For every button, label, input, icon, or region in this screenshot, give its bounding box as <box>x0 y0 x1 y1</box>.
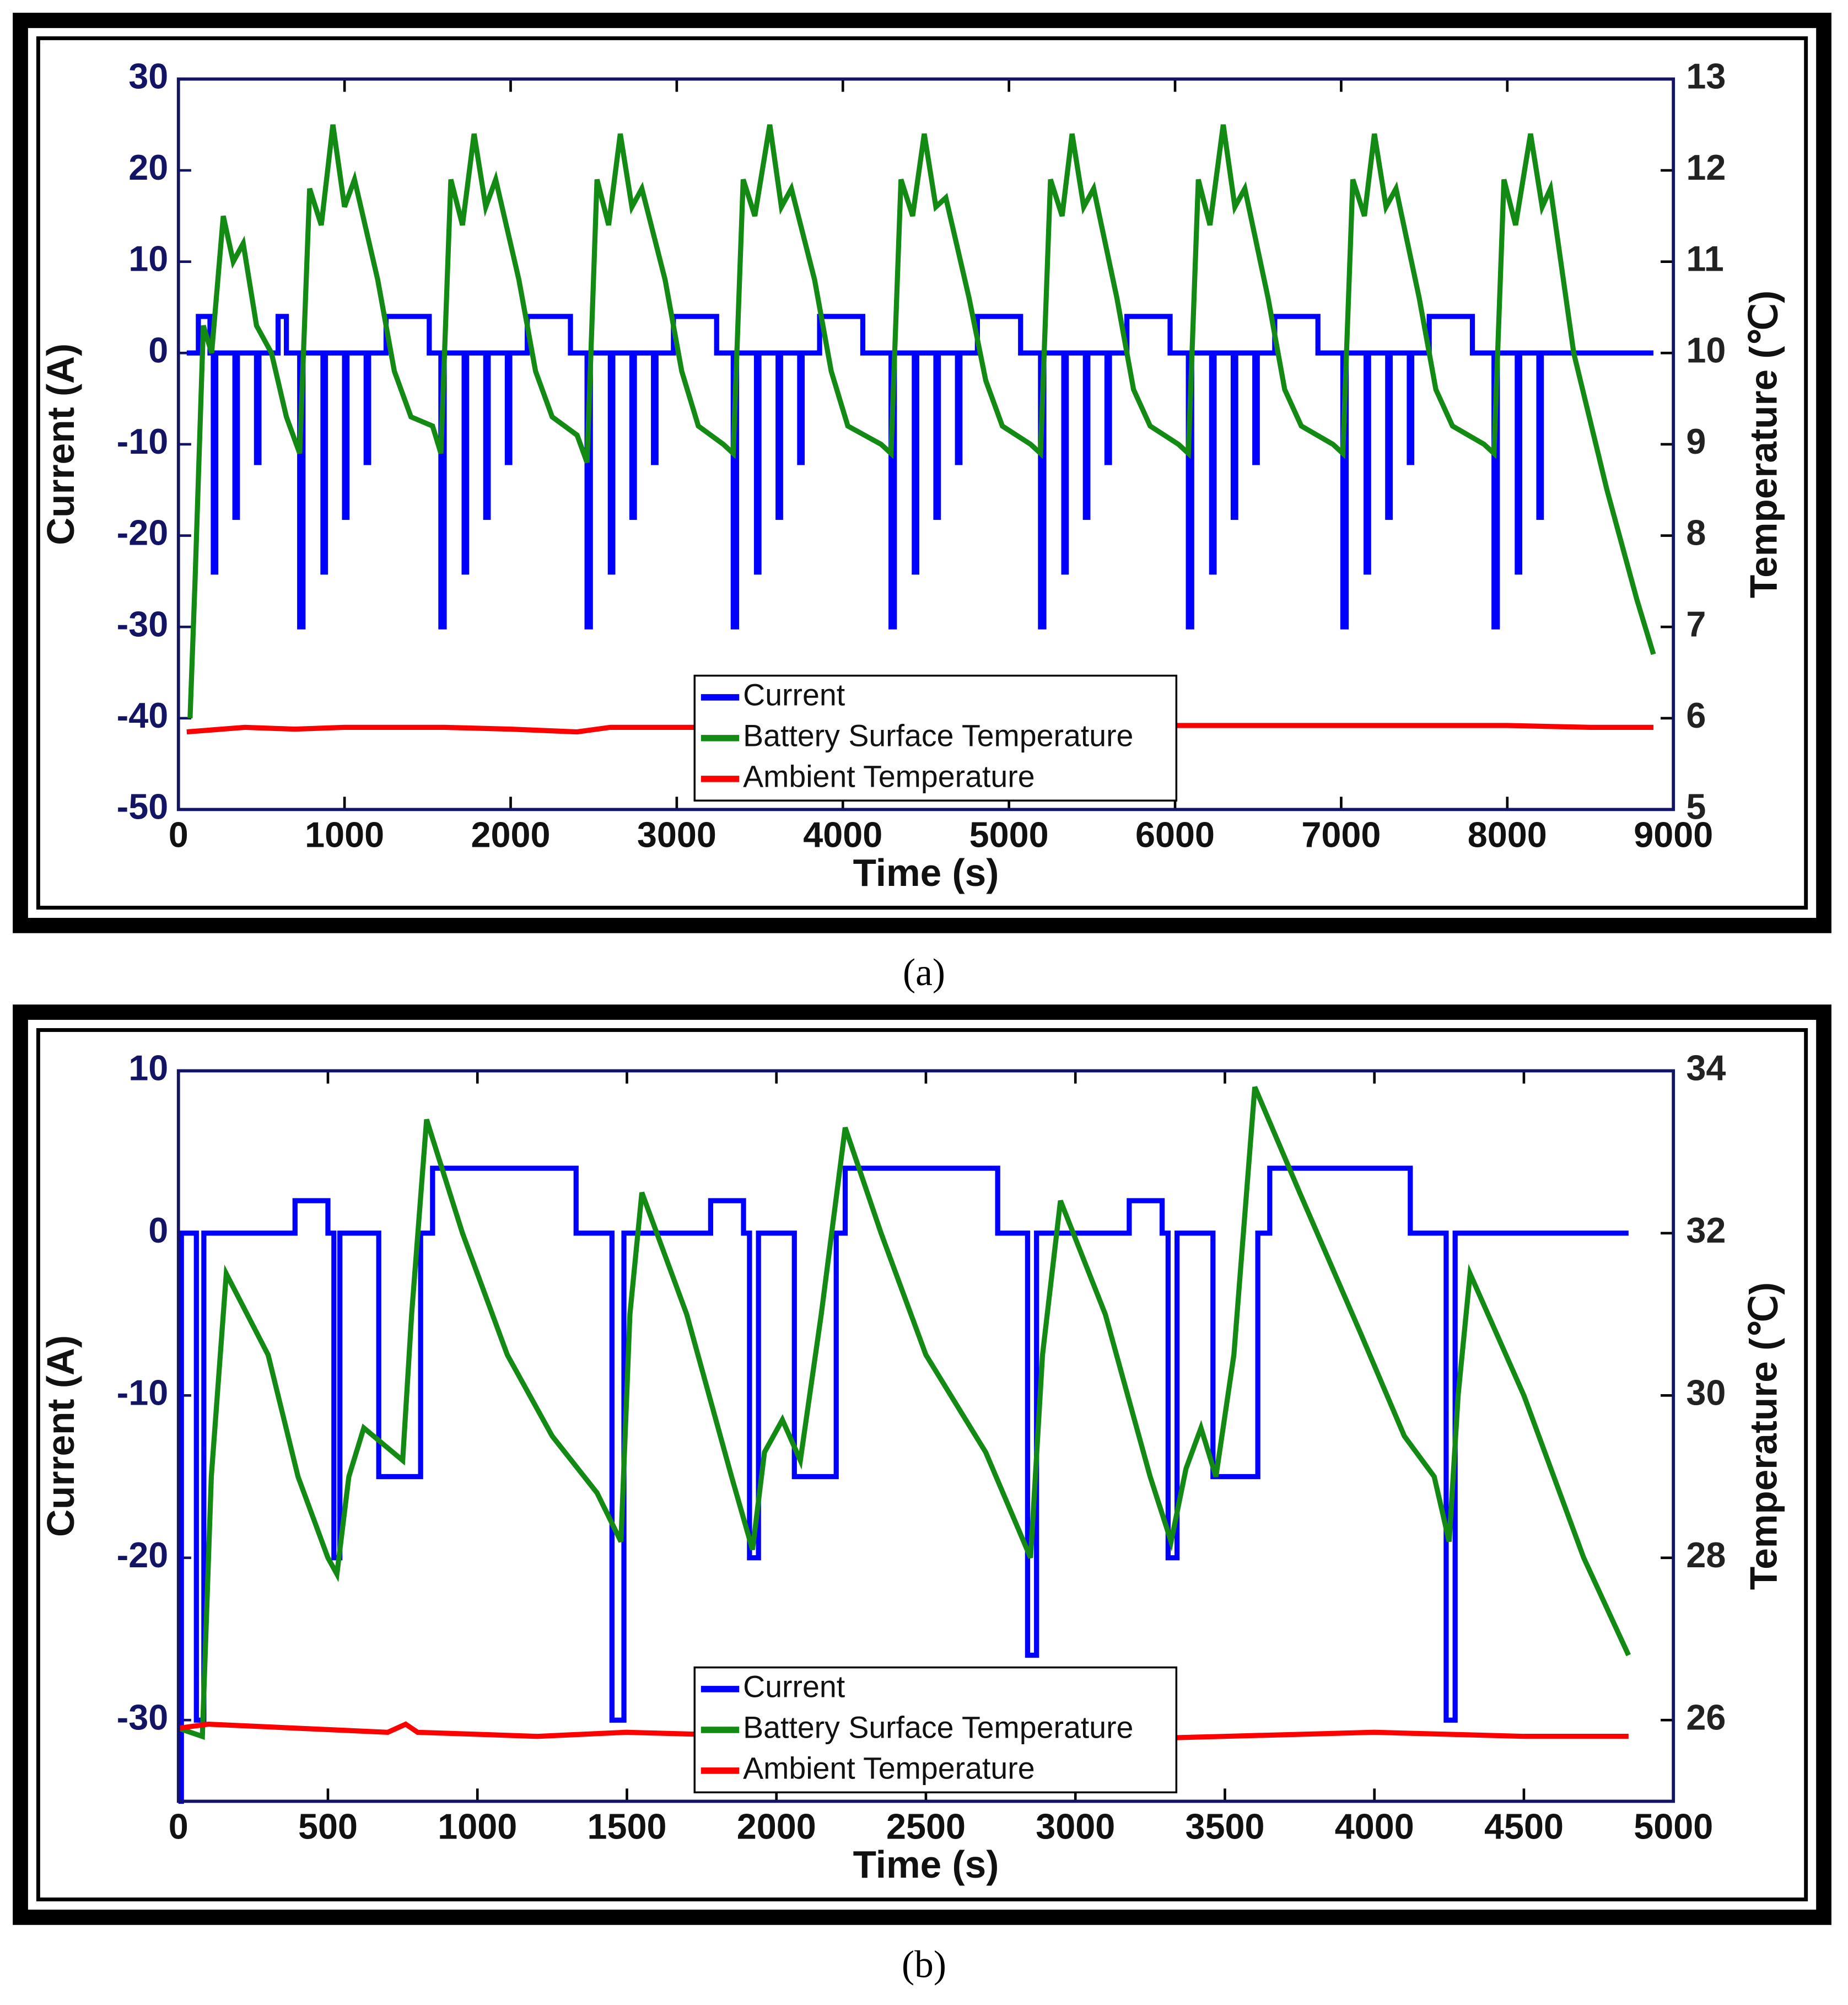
series-line <box>178 1165 1629 1804</box>
y-axis-label: Current (A) <box>39 343 82 545</box>
x-tick-label: 4500 <box>1484 1806 1564 1846</box>
x-tick-label: 1000 <box>305 814 384 854</box>
x-tick-label: 7000 <box>1301 814 1381 854</box>
x-tick-label: 3000 <box>637 814 716 854</box>
y2-tick-label: 8 <box>1686 513 1706 553</box>
x-tick-label: 3000 <box>1036 1806 1115 1846</box>
y-tick-label: 0 <box>148 330 168 370</box>
legend-label: Battery Surface Temperature <box>743 719 1133 753</box>
x-tick-label: 5000 <box>969 814 1049 854</box>
y2-tick-label: 30 <box>1686 1372 1726 1412</box>
plot-frame <box>176 1069 1675 1803</box>
x-tick-label: 2000 <box>471 814 550 854</box>
x-tick-label: 0 <box>169 814 188 854</box>
y-tick-label: 30 <box>128 56 168 96</box>
series-line <box>177 1086 1631 1740</box>
x-tick-label: 500 <box>298 1806 358 1846</box>
y2-tick-label: 12 <box>1686 147 1726 187</box>
legend-box <box>693 1666 1178 1794</box>
series-line <box>186 314 1654 630</box>
y-tick-label: 0 <box>148 1210 168 1250</box>
y-tick-label: -30 <box>117 604 169 644</box>
x-tick-label: 9000 <box>1634 814 1713 854</box>
y2-tick-label: 32 <box>1686 1210 1726 1250</box>
y2-tick-label: 9 <box>1686 421 1706 461</box>
legend-label: Battery Surface Temperature <box>743 1711 1133 1745</box>
x-axis-label: Time (s) <box>853 1843 999 1886</box>
x-tick-label: 1500 <box>587 1806 666 1846</box>
y-tick-label: -30 <box>117 1697 169 1737</box>
y-tick-label: -20 <box>117 1535 169 1575</box>
y-tick-label: 10 <box>128 239 168 279</box>
x-tick-label: 6000 <box>1135 814 1215 854</box>
y-tick-label: -40 <box>117 695 169 735</box>
plot-frame <box>176 77 1675 811</box>
y-tick-label: -50 <box>117 787 169 827</box>
y-tick-label: -20 <box>117 513 169 553</box>
y-tick-label: 20 <box>128 147 168 187</box>
y2-tick-label: 26 <box>1686 1697 1726 1737</box>
x-tick-label: 3500 <box>1185 1806 1264 1846</box>
x-tick-label: 4000 <box>803 814 882 854</box>
series-line <box>178 1721 1629 1743</box>
y-tick-label: 10 <box>128 1048 168 1088</box>
x-tick-label: 0 <box>169 1806 188 1846</box>
y-axis-label: Current (A) <box>39 1335 82 1537</box>
x-tick-label: 2000 <box>737 1806 816 1846</box>
y2-tick-label: 10 <box>1686 330 1726 370</box>
y-tick-label: -10 <box>117 1372 169 1412</box>
y2-tick-label: 13 <box>1686 56 1726 96</box>
series-line <box>187 124 1656 718</box>
x-axis-label: Time (s) <box>853 851 999 894</box>
caption: (b) <box>902 1943 946 1986</box>
y2-axis-label: Temperature (℃) <box>1742 1282 1785 1590</box>
y2-tick-label: 5 <box>1686 787 1706 827</box>
x-tick-label: 2500 <box>886 1806 966 1846</box>
legend-label: Ambient Temperature <box>743 1751 1035 1786</box>
y2-axis-label: Temperature (℃) <box>1742 291 1785 598</box>
caption: (a) <box>903 952 945 994</box>
legend-label: Ambient Temperature <box>743 760 1035 794</box>
y2-tick-label: 34 <box>1686 1048 1726 1088</box>
legend-label: Current <box>743 678 845 712</box>
y-tick-label: -10 <box>117 421 169 461</box>
y2-tick-label: 28 <box>1686 1535 1726 1575</box>
y2-tick-label: 11 <box>1686 239 1723 279</box>
x-tick-label: 4000 <box>1335 1806 1414 1846</box>
y2-tick-label: 7 <box>1686 604 1706 644</box>
x-tick-label: 5000 <box>1634 1806 1713 1846</box>
y2-tick-label: 6 <box>1686 695 1706 735</box>
x-tick-label: 8000 <box>1468 814 1547 854</box>
x-tick-label: 1000 <box>438 1806 517 1846</box>
legend-label: Current <box>743 1670 845 1704</box>
legend-box <box>693 674 1178 802</box>
